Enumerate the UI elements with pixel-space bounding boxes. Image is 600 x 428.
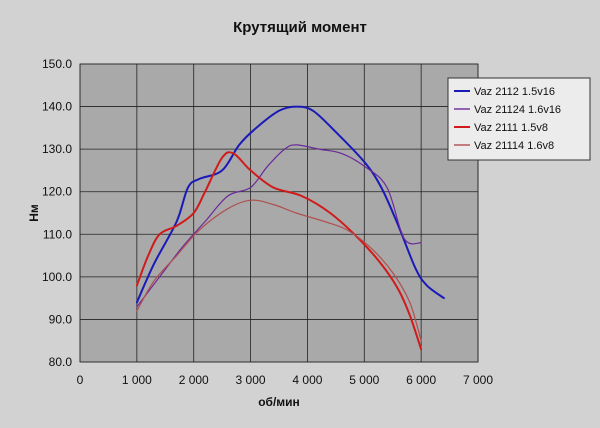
series-lines [135,105,445,351]
y-tick-label: 90.0 [49,312,73,326]
legend-label: Vaz 2112 1.5v16 [474,86,555,98]
legend: Vaz 2112 1.5v16 Vaz 21124 1.6v16 Vaz 2111 … [447,77,591,161]
legend-label: Vaz 21124 1.6v16 [474,104,561,116]
series-line-4 [136,199,422,342]
y-axis-label: Нм [27,204,41,222]
y-tick-label: 140.0 [42,100,72,114]
y-tick-label: 150.0 [42,57,72,71]
y-tick-label: 130.0 [42,142,72,156]
y-tick-label: 110.0 [43,227,72,241]
x-tick-label: 2 000 [179,373,209,387]
y-tick-label: 120.0 [42,185,72,199]
x-axis-label: об/мин [258,395,300,409]
x-tick-label: 6 000 [406,373,436,387]
x-tick-label: 1 000 [122,373,152,387]
x-tick-label: 4 000 [292,373,322,387]
plot-area [79,63,479,363]
y-tick-label: 100.0 [42,270,72,284]
legend-box [447,77,591,161]
x-tick-label: 3 000 [236,373,266,387]
x-tick-label: 0 [77,373,84,387]
axes: 80.0 90.0 100.0 110.0 120.0 130.0 140.0 150.0 0 1… [42,57,493,387]
series-line-3 [135,151,423,351]
series-line-2 [136,144,422,308]
legend-label: Vaz 2111 1.5v8 [474,122,548,134]
chart-title: Крутящий момент [233,19,367,36]
x-tick-label: 5 000 [349,373,379,387]
legend-label: Vaz 21114 1.6v8 [474,140,554,152]
x-tick-label: 7 000 [463,373,493,387]
y-tick-label: 80.0 [49,355,73,369]
